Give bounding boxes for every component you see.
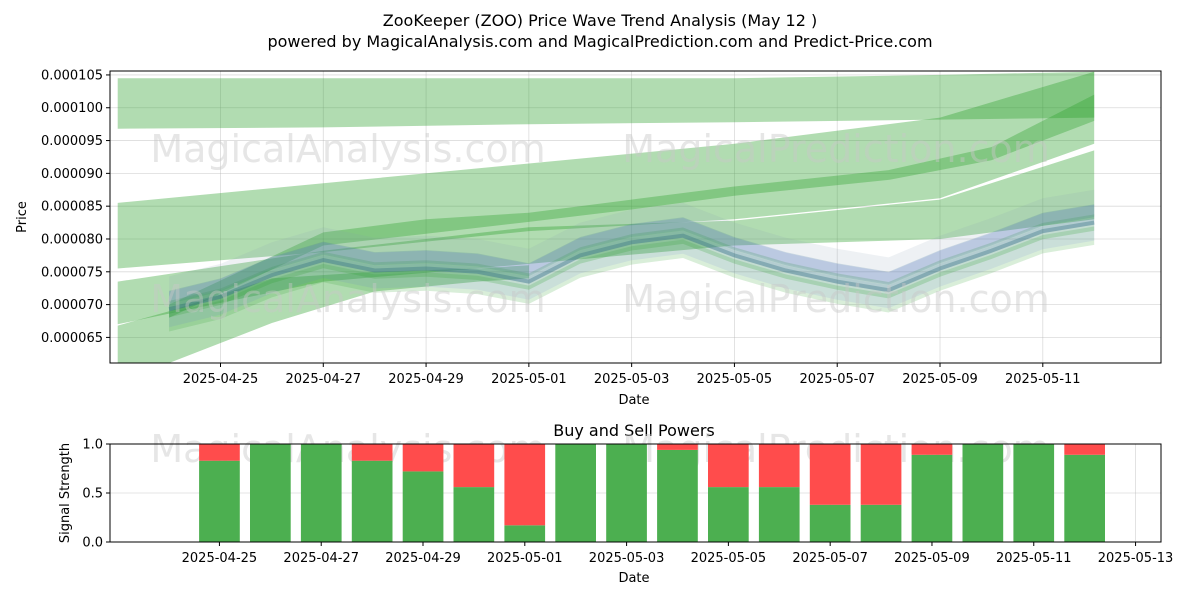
wave-band <box>169 204 1095 312</box>
price-x-tick-label: 2025-05-09 <box>902 372 978 387</box>
watermark-analysis: MagicalAnalysis.com <box>150 127 545 171</box>
buy-bar <box>504 525 546 542</box>
signal-title: Buy and Sell Powers <box>553 421 715 440</box>
buy-bar <box>402 471 444 542</box>
sell-bar <box>351 444 393 461</box>
sell-bar <box>860 444 902 505</box>
signal-x-tick-label: 2025-04-29 <box>385 551 461 566</box>
wave-band <box>169 204 1095 304</box>
buy-bar <box>758 487 800 542</box>
price-x-axis-label: Date <box>618 393 649 408</box>
price-x-tick-label: 2025-05-03 <box>594 372 670 387</box>
watermark-prediction: MagicalPrediction.com <box>622 127 1050 171</box>
price-y-tick-label: 0.000090 <box>41 167 103 182</box>
signal-x-ticks: 2025-04-25 2025-04-27 2025-04-29 2025-05-01… <box>182 542 1174 566</box>
buy-bar <box>555 444 596 542</box>
buy-bar <box>250 444 291 542</box>
sell-bar <box>911 444 953 455</box>
wide-trend-band <box>117 265 529 363</box>
price-x-tick-label: 2025-05-05 <box>697 372 773 387</box>
wave-band <box>169 189 1095 303</box>
signal-bars <box>199 444 1105 542</box>
signal-x-tick-label: 2025-05-05 <box>691 551 767 566</box>
sell-bar <box>708 444 749 488</box>
price-x-tick-label: 2025-05-01 <box>491 372 567 387</box>
sell-bar <box>657 444 698 450</box>
price-x-tick-label: 2025-04-25 <box>183 372 259 387</box>
wave-band <box>169 217 1095 328</box>
price-y-tick-label: 0.000100 <box>41 101 103 116</box>
signal-y-tick-label: 0.5 <box>82 487 103 502</box>
wave-band <box>169 214 1095 318</box>
buy-bar <box>351 460 393 542</box>
buy-bar <box>809 504 851 542</box>
price-y-tick-label: 0.000105 <box>41 68 103 83</box>
sell-bar <box>504 444 546 526</box>
wide-trend-band <box>117 71 1095 269</box>
wide-trend-band <box>117 150 1095 325</box>
buy-bar <box>657 449 698 542</box>
price-y-tick-label: 0.000085 <box>41 200 103 215</box>
wide-trend-band <box>117 71 1095 129</box>
signal-x-tick-label: 2025-05-11 <box>996 551 1072 566</box>
watermark-analysis-2: MagicalAnalysis.com <box>150 277 545 321</box>
signal-panel: Buy and Sell Powers MagicalAnalysis.com … <box>58 421 1173 586</box>
signal-x-tick-label: 2025-05-03 <box>589 551 665 566</box>
sell-bar <box>1064 444 1105 455</box>
sell-bar <box>199 444 240 461</box>
buy-bar <box>606 444 647 542</box>
price-grid <box>110 71 1161 363</box>
wave-band <box>169 226 1095 332</box>
buy-bar <box>1013 444 1055 542</box>
price-y-axis-label: Price <box>15 201 30 233</box>
signal-x-axis-label: Date <box>618 571 649 586</box>
buy-bar <box>453 487 495 542</box>
signal-x-tick-label: 2025-04-25 <box>182 551 258 566</box>
buy-bar <box>911 454 953 542</box>
buy-bar <box>1064 454 1105 542</box>
sell-bar <box>453 444 495 488</box>
price-plot-frame <box>109 70 1162 364</box>
buy-bar <box>962 444 1004 542</box>
price-y-tick-label: 0.000065 <box>41 331 103 346</box>
price-y-ticks: 0.000065 0.000070 0.000075 0.000080 0.000085… <box>41 68 110 346</box>
buy-bar <box>708 487 749 542</box>
sell-bar <box>402 444 444 472</box>
price-panel: MagicalAnalysis.com MagicalPrediction.co… <box>15 68 1162 408</box>
signal-x-tick-label: 2025-05-09 <box>894 551 970 566</box>
price-bands <box>117 71 1095 363</box>
watermark-prediction-2: MagicalPrediction.com <box>622 277 1050 321</box>
price-y-tick-label: 0.000095 <box>41 134 103 149</box>
price-x-tick-label: 2025-05-11 <box>1005 372 1081 387</box>
signal-x-tick-label: 2025-05-13 <box>1098 551 1174 566</box>
price-x-ticks: 2025-04-25 2025-04-27 2025-04-29 2025-05-01… <box>183 363 1081 387</box>
sell-bar <box>809 444 851 505</box>
chart-title: ZooKeeper (ZOO) Price Wave Trend Analysi… <box>383 11 817 30</box>
price-x-tick-label: 2025-05-07 <box>799 372 875 387</box>
price-x-tick-label: 2025-04-27 <box>286 372 362 387</box>
buy-bar <box>199 460 240 542</box>
signal-x-tick-label: 2025-04-27 <box>283 551 359 566</box>
signal-y-ticks: 0.0 0.5 1.0 <box>82 438 110 551</box>
price-y-tick-label: 0.000075 <box>41 265 103 280</box>
buy-bar <box>860 504 902 542</box>
price-line <box>168 220 1095 312</box>
chart-subtitle: powered by MagicalAnalysis.com and Magic… <box>267 32 932 51</box>
signal-y-axis-label: Signal Strength <box>58 443 73 543</box>
price-y-tick-label: 0.000080 <box>41 232 103 247</box>
green-trend-band <box>169 94 1095 318</box>
signal-y-tick-label: 0.0 <box>82 536 103 551</box>
signal-y-tick-label: 1.0 <box>82 438 103 453</box>
buy-bar <box>300 444 342 542</box>
price-y-tick-label: 0.000070 <box>41 298 103 313</box>
sell-bar <box>758 444 800 488</box>
price-x-tick-label: 2025-04-29 <box>388 372 464 387</box>
signal-x-tick-label: 2025-05-01 <box>487 551 563 566</box>
signal-x-tick-label: 2025-05-07 <box>792 551 868 566</box>
